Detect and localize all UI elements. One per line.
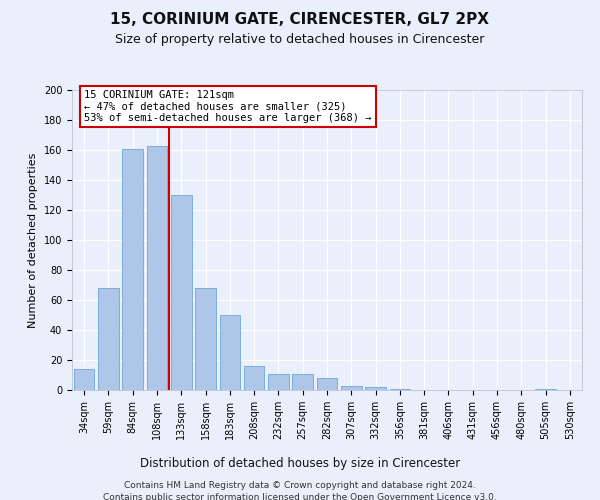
Bar — [122, 148, 143, 390]
Bar — [341, 386, 362, 390]
Text: Distribution of detached houses by size in Cirencester: Distribution of detached houses by size … — [140, 458, 460, 470]
Bar — [74, 369, 94, 390]
Bar — [268, 374, 289, 390]
Bar — [535, 388, 556, 390]
Bar — [365, 387, 386, 390]
Bar — [244, 366, 265, 390]
Bar — [389, 388, 410, 390]
Text: Contains HM Land Registry data © Crown copyright and database right 2024.: Contains HM Land Registry data © Crown c… — [124, 481, 476, 490]
Text: 15, CORINIUM GATE, CIRENCESTER, GL7 2PX: 15, CORINIUM GATE, CIRENCESTER, GL7 2PX — [110, 12, 490, 28]
Text: 15 CORINIUM GATE: 121sqm
← 47% of detached houses are smaller (325)
53% of semi-: 15 CORINIUM GATE: 121sqm ← 47% of detach… — [84, 90, 371, 123]
Bar — [171, 195, 191, 390]
Bar — [292, 374, 313, 390]
Bar — [146, 146, 167, 390]
Text: Contains public sector information licensed under the Open Government Licence v3: Contains public sector information licen… — [103, 492, 497, 500]
Bar — [195, 288, 216, 390]
Bar — [317, 378, 337, 390]
Bar — [220, 315, 240, 390]
Text: Size of property relative to detached houses in Cirencester: Size of property relative to detached ho… — [115, 32, 485, 46]
Bar — [98, 288, 119, 390]
Y-axis label: Number of detached properties: Number of detached properties — [28, 152, 38, 328]
